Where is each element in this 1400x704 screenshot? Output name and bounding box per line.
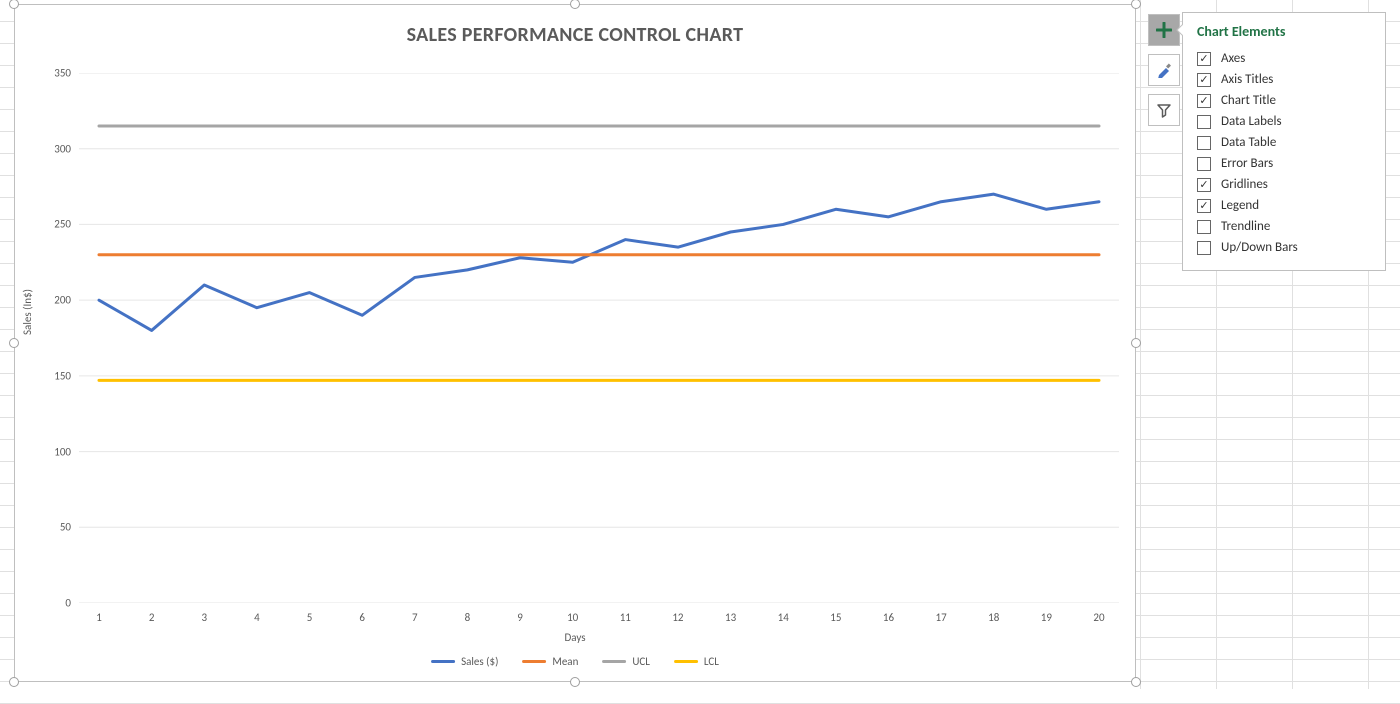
legend-label: UCL [632, 655, 650, 668]
x-tick-label: 5 [307, 611, 313, 624]
x-axis-tick-labels: 1234567891011121314151617181920 [79, 603, 1119, 623]
plus-icon [1156, 22, 1172, 38]
chart-filters-button[interactable] [1148, 94, 1180, 126]
legend-label: Mean [552, 655, 578, 668]
checkbox-icon [1197, 241, 1211, 255]
y-axis-title[interactable]: Sales (In$) [21, 289, 34, 335]
y-tick-label: 50 [41, 521, 71, 534]
checkbox-icon: ✓ [1197, 52, 1211, 66]
x-axis-title[interactable]: Days [564, 631, 585, 644]
selection-handle[interactable] [1131, 338, 1141, 348]
chart-element-label: Error Bars [1221, 156, 1273, 171]
plot-area[interactable] [79, 73, 1119, 603]
x-tick-label: 2 [149, 611, 155, 624]
checkbox-icon [1197, 115, 1211, 129]
y-tick-label: 0 [41, 597, 71, 610]
series-sales-[interactable] [99, 194, 1099, 330]
x-tick-label: 6 [359, 611, 365, 624]
checkbox-icon [1197, 220, 1211, 234]
chart-element-option[interactable]: Data Labels [1197, 111, 1373, 132]
chart-element-option[interactable]: Error Bars [1197, 153, 1373, 174]
chart-element-label: Axes [1221, 51, 1245, 66]
chart-elements-panel: Chart Elements ✓ Axes ✓ Axis Titles ✓ Chart T… [1182, 12, 1386, 271]
chart-element-option[interactable]: ✓ Gridlines [1197, 174, 1373, 195]
y-tick-label: 200 [41, 294, 71, 307]
x-tick-label: 12 [672, 611, 683, 624]
checkbox-icon: ✓ [1197, 178, 1211, 192]
chart-object[interactable]: SALES PERFORMANCE CONTROL CHART Sales (I… [14, 4, 1136, 682]
legend-label: LCL [704, 655, 719, 668]
x-tick-label: 13 [725, 611, 736, 624]
x-tick-label: 19 [1041, 611, 1052, 624]
x-tick-label: 4 [254, 611, 260, 624]
x-tick-label: 3 [201, 611, 207, 624]
panel-title: Chart Elements [1197, 23, 1373, 40]
x-tick-label: 18 [988, 611, 999, 624]
x-tick-label: 20 [1093, 611, 1104, 624]
chart-element-option[interactable]: ✓ Legend [1197, 195, 1373, 216]
chart-element-label: Legend [1221, 198, 1259, 213]
chart-element-label: Up/Down Bars [1221, 240, 1298, 255]
chart-element-buttons [1148, 14, 1180, 126]
chart-element-option[interactable]: Trendline [1197, 216, 1373, 237]
funnel-icon [1156, 102, 1172, 118]
chart-svg [79, 73, 1119, 603]
chart-legend[interactable]: Sales ($) Mean UCL LCL [431, 655, 719, 668]
checkbox-icon [1197, 157, 1211, 171]
y-tick-label: 100 [41, 445, 71, 458]
chart-element-option[interactable]: ✓ Axes [1197, 48, 1373, 69]
chart-styles-button[interactable] [1148, 54, 1180, 86]
checkbox-icon [1197, 136, 1211, 150]
y-axis-tick-labels: 050100150200250300350 [49, 73, 75, 603]
legend-item[interactable]: UCL [602, 655, 650, 668]
x-tick-label: 9 [517, 611, 523, 624]
chart-element-label: Data Labels [1221, 114, 1282, 129]
checkbox-icon: ✓ [1197, 199, 1211, 213]
legend-swatch [522, 660, 546, 663]
chart-element-label: Gridlines [1221, 177, 1268, 192]
chart-element-label: Data Table [1221, 135, 1276, 150]
legend-item[interactable]: Sales ($) [431, 655, 498, 668]
y-tick-label: 150 [41, 369, 71, 382]
chart-element-option[interactable]: ✓ Chart Title [1197, 90, 1373, 111]
legend-swatch [602, 660, 626, 663]
selection-handle[interactable] [9, 677, 19, 687]
x-tick-label: 8 [465, 611, 471, 624]
chart-title[interactable]: SALES PERFORMANCE CONTROL CHART [15, 5, 1135, 47]
y-tick-label: 350 [41, 67, 71, 80]
x-tick-label: 17 [936, 611, 947, 624]
selection-handle[interactable] [9, 338, 19, 348]
chart-element-label: Trendline [1221, 219, 1270, 234]
selection-handle[interactable] [570, 677, 580, 687]
x-tick-label: 11 [620, 611, 631, 624]
x-tick-label: 14 [778, 611, 789, 624]
chart-element-option[interactable]: ✓ Axis Titles [1197, 69, 1373, 90]
chart-element-label: Axis Titles [1221, 72, 1273, 87]
x-tick-label: 16 [883, 611, 894, 624]
selection-handle[interactable] [1131, 677, 1141, 687]
legend-label: Sales ($) [461, 655, 498, 668]
checkbox-icon: ✓ [1197, 94, 1211, 108]
y-tick-label: 250 [41, 218, 71, 231]
x-tick-label: 1 [96, 611, 102, 624]
legend-item[interactable]: Mean [522, 655, 578, 668]
chart-elements-button[interactable] [1148, 14, 1180, 46]
x-tick-label: 15 [830, 611, 841, 624]
legend-item[interactable]: LCL [674, 655, 719, 668]
chart-element-label: Chart Title [1221, 93, 1276, 108]
chart-element-option[interactable]: Up/Down Bars [1197, 237, 1373, 258]
x-tick-label: 10 [567, 611, 578, 624]
brush-icon [1156, 62, 1172, 78]
chart-element-option[interactable]: Data Table [1197, 132, 1373, 153]
y-tick-label: 300 [41, 142, 71, 155]
checkbox-icon: ✓ [1197, 73, 1211, 87]
legend-swatch [431, 660, 455, 663]
x-tick-label: 7 [412, 611, 418, 624]
legend-swatch [674, 660, 698, 663]
